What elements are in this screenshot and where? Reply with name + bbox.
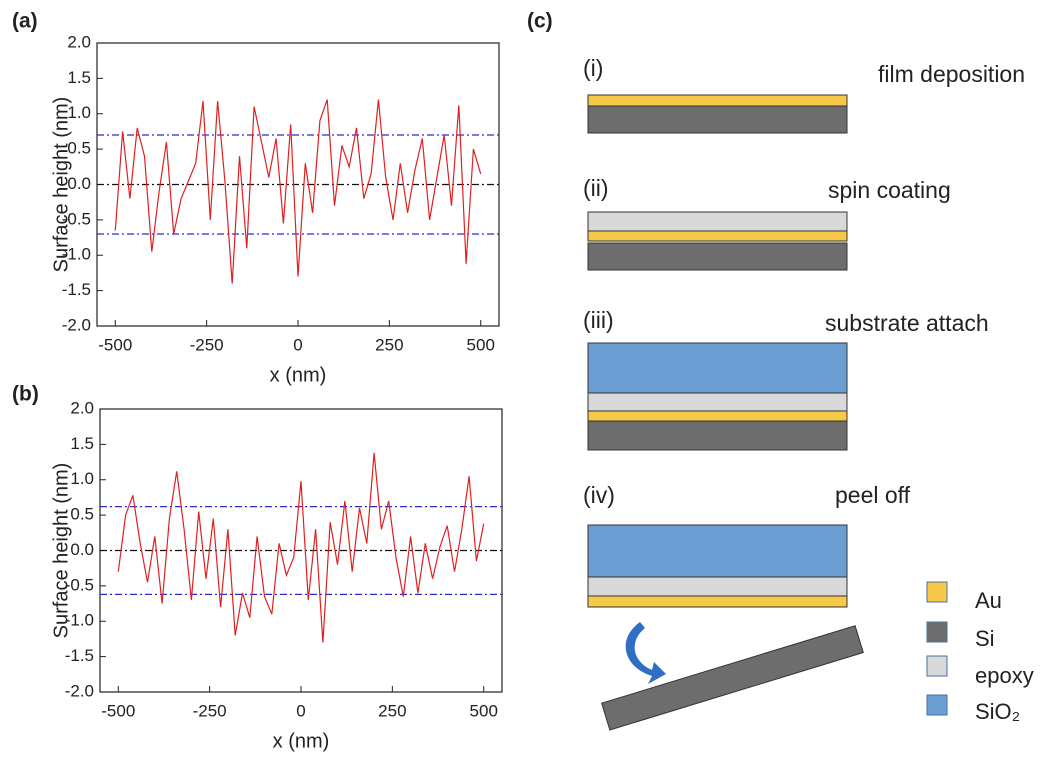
legend-swatch <box>926 621 948 643</box>
legend-label: Si <box>975 626 995 651</box>
y-tick-label: 1.0 <box>67 103 91 122</box>
legend-swatch <box>926 655 948 677</box>
step-number: (ii) <box>583 175 609 201</box>
legend-label: SiO₂ <box>975 699 1020 724</box>
y-tick-label: -1.5 <box>65 646 94 665</box>
x-tick-label: -250 <box>190 335 224 354</box>
legend-swatch <box>926 581 948 603</box>
au-layer <box>587 595 848 608</box>
data-line <box>117 452 485 643</box>
y-tick-label: 0.5 <box>67 139 91 158</box>
step-caption: substrate attach <box>825 310 989 336</box>
epoxy-layer <box>587 392 848 412</box>
y-tick-label: -0.5 <box>65 575 94 594</box>
step-number: (iv) <box>583 482 615 508</box>
si-layer <box>587 420 848 451</box>
x-axis-title: x (nm) <box>273 730 330 752</box>
y-tick-label: 1.5 <box>70 434 94 453</box>
x-tick-label: 250 <box>378 701 406 720</box>
x-tick-label: 250 <box>375 335 403 354</box>
step-number: (iii) <box>583 307 614 333</box>
y-tick-label: 0.0 <box>67 174 91 193</box>
panel-label: (c) <box>527 10 553 33</box>
si-layer <box>587 105 848 134</box>
x-tick-label: 500 <box>467 335 495 354</box>
epoxy-layer <box>587 211 848 232</box>
y-tick-label: -2.0 <box>65 681 94 700</box>
step-caption: spin coating <box>828 177 951 203</box>
x-axis-title: x (nm) <box>270 364 327 386</box>
y-tick-label: -1.5 <box>62 280 91 299</box>
si-peeled <box>601 625 864 731</box>
x-tick-label: -250 <box>193 701 227 720</box>
data-line <box>114 99 482 284</box>
epoxy-layer <box>587 576 848 597</box>
y-tick-label: 2.0 <box>67 32 91 51</box>
y-tick-label: 1.5 <box>67 68 91 87</box>
y-tick-label: 2.0 <box>70 398 94 417</box>
legend-label: Au <box>975 588 1002 613</box>
y-tick-label: 0.0 <box>70 540 94 559</box>
peel-arrow <box>625 622 666 684</box>
step-caption: peel off <box>835 482 911 508</box>
step-caption: film deposition <box>878 61 1025 87</box>
y-tick-label: -1.0 <box>62 245 91 264</box>
y-tick-label: -2.0 <box>62 315 91 334</box>
x-tick-label: -500 <box>101 701 135 720</box>
x-tick-label: 500 <box>470 701 498 720</box>
step-number: (i) <box>583 55 603 81</box>
diagram: (c) (i) film deposition (ii) spin coatin… <box>527 10 1034 731</box>
sio2-layer <box>587 524 848 578</box>
au-layer <box>587 94 848 107</box>
y-tick-label: -0.5 <box>62 209 91 228</box>
si-layer <box>587 242 848 271</box>
panel-label: (b) <box>12 383 39 406</box>
x-tick-label: 0 <box>296 701 305 720</box>
legend-label: epoxy <box>975 663 1034 688</box>
y-tick-label: -1.0 <box>65 611 94 630</box>
au-layer <box>587 410 848 422</box>
y-axis-title: Surface height (nm) <box>50 463 72 639</box>
panel-label: (a) <box>12 10 38 33</box>
sio2-layer <box>587 342 848 394</box>
x-tick-label: -500 <box>98 335 132 354</box>
legend-swatch <box>926 694 948 716</box>
y-tick-label: 0.5 <box>70 505 94 524</box>
au-layer <box>587 230 848 242</box>
x-tick-label: 0 <box>293 335 302 354</box>
y-tick-label: 1.0 <box>70 469 94 488</box>
y-axis-title: Surface height (nm) <box>50 97 72 273</box>
